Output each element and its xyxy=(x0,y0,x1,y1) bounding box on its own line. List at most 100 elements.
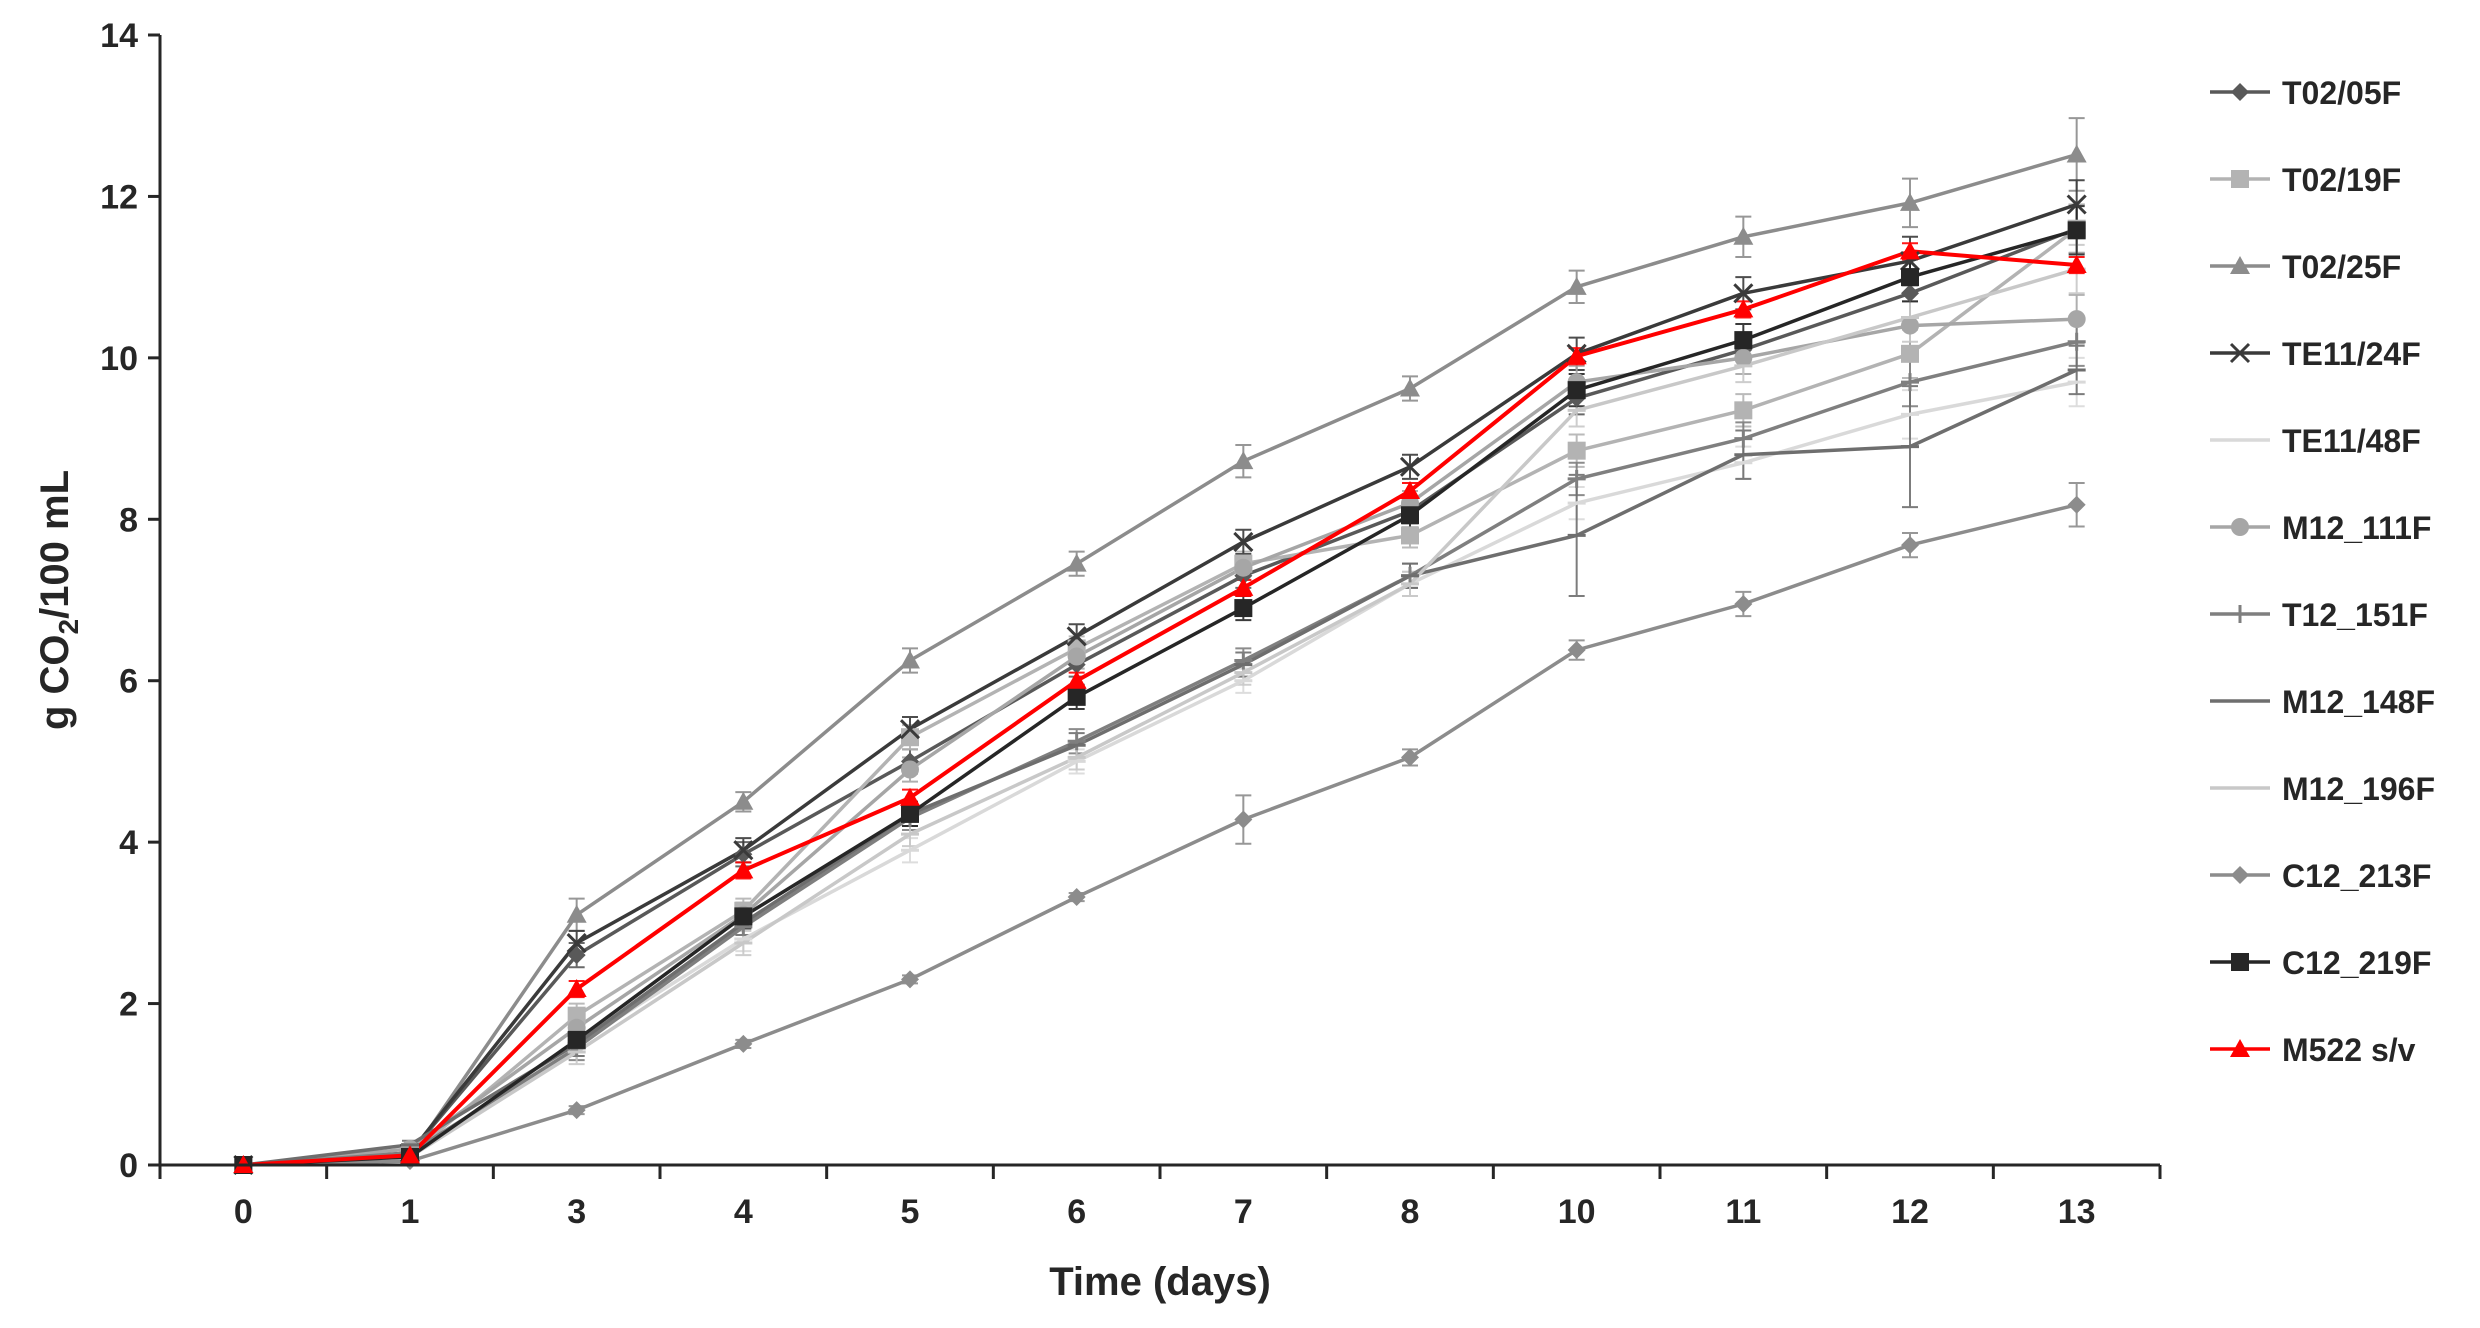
legend-marker xyxy=(2229,342,2251,364)
data-point xyxy=(1234,558,1253,577)
legend: T02/05F T02/19F T02/25F TE11/24F TE11/48F M12… xyxy=(2210,75,2435,1068)
legend-label: T02/05F xyxy=(2282,75,2401,111)
data-point xyxy=(1567,381,1586,400)
data-point xyxy=(1734,401,1753,420)
data-point xyxy=(567,946,586,965)
data-point xyxy=(1233,451,1254,470)
x-tick-label: 3 xyxy=(567,1193,586,1231)
data-point xyxy=(1399,456,1421,477)
y-tick-label: 4 xyxy=(119,824,138,862)
legend-label: M12_111F xyxy=(2282,510,2431,546)
data-point xyxy=(2067,221,2086,240)
legend-marker xyxy=(2231,953,2249,971)
data-point xyxy=(1066,626,1087,647)
data-point xyxy=(2067,495,2086,514)
x-tick-label: 4 xyxy=(734,1193,753,1231)
data-point xyxy=(1233,531,1254,552)
y-tick-label: 12 xyxy=(100,178,138,216)
data-point xyxy=(900,787,920,806)
data-point xyxy=(566,979,587,998)
x-tick-label: 5 xyxy=(901,1193,920,1231)
y-axis-title-subscript: 2 xyxy=(53,619,84,635)
x-tick-label: 8 xyxy=(1401,1193,1420,1231)
data-point xyxy=(1566,346,1587,365)
x-tick-label: 11 xyxy=(1725,1193,1761,1231)
data-point xyxy=(1234,599,1253,618)
data-point xyxy=(1900,192,1920,211)
data-point xyxy=(733,791,754,810)
legend-marker xyxy=(2231,83,2249,101)
data-point xyxy=(1733,299,1754,318)
x-tick-label: 12 xyxy=(1891,1193,1929,1231)
y-tick-label: 14 xyxy=(100,17,138,55)
legend-label: T02/19F xyxy=(2282,162,2401,198)
data-point xyxy=(1067,888,1086,907)
data-point xyxy=(567,1101,586,1120)
legend-label: T12_151F xyxy=(2282,597,2428,633)
data-point xyxy=(733,860,754,879)
series-line xyxy=(243,249,2077,1167)
data-point xyxy=(1233,577,1254,596)
series-line xyxy=(243,152,2078,1167)
data-point xyxy=(1067,732,1086,751)
data-point xyxy=(1066,670,1087,689)
data-point xyxy=(733,840,754,861)
data-point xyxy=(1400,481,1420,500)
series-line xyxy=(243,503,2078,1167)
legend-label: M12_196F xyxy=(2282,771,2435,807)
legend-marker xyxy=(2231,170,2249,188)
y-axis-title: g CO2/100 mL xyxy=(33,470,84,730)
x-tick-label: 7 xyxy=(1234,1193,1253,1231)
series-line xyxy=(243,228,2078,1167)
legend-label: C12_213F xyxy=(2282,858,2431,894)
data-point xyxy=(899,719,921,740)
data-point xyxy=(1733,226,1754,245)
data-point xyxy=(734,1034,753,1053)
series-line xyxy=(243,339,2078,1167)
data-point xyxy=(734,845,753,864)
data-point xyxy=(1734,331,1753,350)
data-point xyxy=(1067,687,1086,706)
y-tick-label: 2 xyxy=(119,986,138,1024)
data-point xyxy=(901,970,919,989)
data-point xyxy=(901,804,919,823)
data-point xyxy=(2066,144,2087,163)
x-tick-label: 0 xyxy=(234,1193,253,1231)
data-point xyxy=(1401,526,1419,545)
data-point xyxy=(1901,284,1919,303)
legend-marker xyxy=(2230,256,2250,274)
data-point xyxy=(1401,748,1419,767)
data-point xyxy=(1901,316,1919,335)
data-point xyxy=(1567,441,1586,460)
data-point xyxy=(2067,310,2086,329)
x-axis-title: Time (days) xyxy=(1049,1260,1271,1304)
data-point xyxy=(1734,348,1753,367)
y-tick-label: 10 xyxy=(100,340,138,378)
data-point xyxy=(1900,241,1920,260)
data-point xyxy=(901,760,919,779)
data-point xyxy=(1901,344,1919,363)
data-point xyxy=(1401,506,1419,525)
legend-marker xyxy=(2230,1039,2250,1057)
x-tick-label: 13 xyxy=(2058,1193,2096,1231)
data-point xyxy=(1734,429,1753,448)
series-lines-layer xyxy=(243,152,2078,1167)
data-point xyxy=(1733,283,1754,304)
x-tick-label: 6 xyxy=(1067,1193,1086,1231)
legend-marker xyxy=(2231,518,2249,536)
data-point xyxy=(400,1145,420,1164)
y-axis-title-part: /100 mL xyxy=(33,470,77,619)
series-line xyxy=(243,202,2078,1167)
series-line xyxy=(243,227,2078,1167)
x-tick-label: 1 xyxy=(401,1193,420,1231)
data-point xyxy=(1066,553,1087,572)
data-point xyxy=(1567,469,1586,488)
data-point xyxy=(1734,595,1753,614)
y-tick-label: 8 xyxy=(119,501,138,539)
data-point xyxy=(2066,255,2087,274)
legend-label: T02/25F xyxy=(2282,249,2401,285)
data-point xyxy=(734,907,753,926)
data-point xyxy=(1567,641,1586,660)
